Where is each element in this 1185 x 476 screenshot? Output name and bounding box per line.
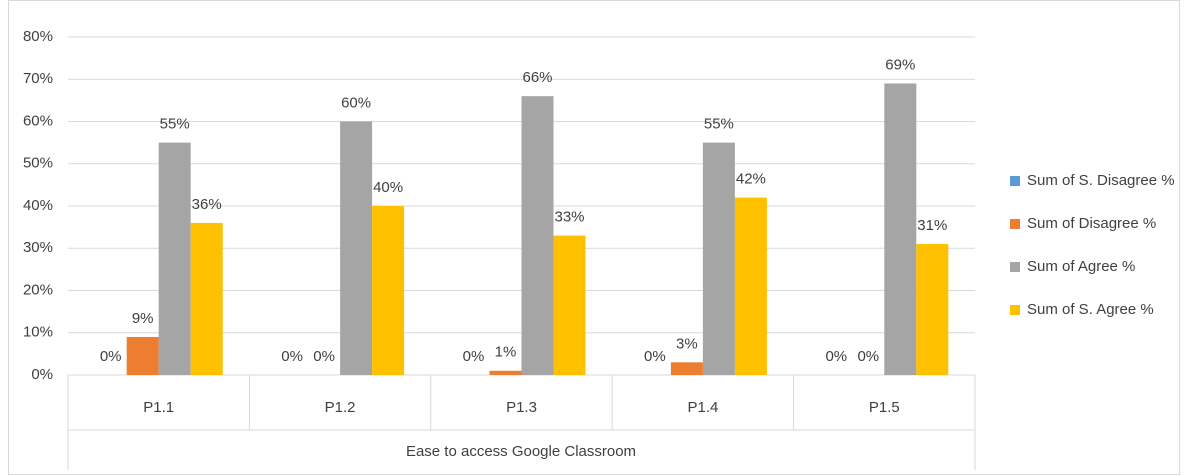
data-label: 66% xyxy=(522,69,552,86)
y-tick-label: 60% xyxy=(23,112,53,129)
data-label: 0% xyxy=(857,348,879,365)
data-label: 33% xyxy=(554,209,584,226)
data-label: 0% xyxy=(313,348,335,365)
bar xyxy=(126,336,159,375)
bar xyxy=(884,83,917,375)
y-tick-label: 80% xyxy=(23,28,53,45)
chart-border xyxy=(8,0,1180,475)
x-tick-label: P1.3 xyxy=(506,399,537,416)
legend-swatch xyxy=(1010,176,1020,186)
data-label: 42% xyxy=(736,171,766,188)
data-label: 36% xyxy=(192,196,222,213)
bar xyxy=(521,96,554,376)
legend-label: Sum of Disagree % xyxy=(1027,215,1156,232)
data-label: 0% xyxy=(281,348,303,365)
x-axis-label: Ease to access Google Classroom xyxy=(406,443,636,460)
bar xyxy=(158,142,191,375)
data-label: 60% xyxy=(341,94,371,111)
bar xyxy=(553,235,586,375)
data-label: 55% xyxy=(160,116,190,133)
legend-swatch xyxy=(1010,262,1020,272)
legend-label: Sum of S. Disagree % xyxy=(1027,172,1175,189)
bar xyxy=(340,121,373,375)
y-tick-label: 20% xyxy=(23,281,53,298)
data-label: 0% xyxy=(100,348,122,365)
data-label: 0% xyxy=(644,348,666,365)
data-label: 1% xyxy=(495,344,517,361)
data-label: 3% xyxy=(676,335,698,352)
legend-label: Sum of S. Agree % xyxy=(1027,301,1154,318)
legend-label: Sum of Agree % xyxy=(1027,258,1135,275)
bar xyxy=(372,206,405,375)
bar xyxy=(702,142,735,375)
data-label: 0% xyxy=(463,348,485,365)
data-label: 55% xyxy=(704,116,734,133)
bar xyxy=(670,362,703,375)
data-label: 31% xyxy=(917,217,947,234)
data-label: 9% xyxy=(132,310,154,327)
bar xyxy=(916,244,949,375)
y-tick-label: 50% xyxy=(23,155,53,172)
y-tick-label: 70% xyxy=(23,70,53,87)
data-label: 0% xyxy=(825,348,847,365)
x-tick-label: P1.2 xyxy=(325,399,356,416)
bar xyxy=(734,197,767,375)
x-tick-label: P1.4 xyxy=(687,399,718,416)
legend-swatch xyxy=(1010,305,1020,315)
y-tick-label: 30% xyxy=(23,239,53,256)
y-tick-label: 0% xyxy=(31,366,53,383)
data-label: 40% xyxy=(373,179,403,196)
x-tick-label: P1.5 xyxy=(869,399,900,416)
bar xyxy=(190,222,223,375)
data-label: 69% xyxy=(885,56,915,73)
y-tick-label: 40% xyxy=(23,197,53,214)
y-tick-label: 10% xyxy=(23,324,53,341)
legend-swatch xyxy=(1010,219,1020,229)
bar xyxy=(489,370,522,375)
x-tick-label: P1.1 xyxy=(143,399,174,416)
